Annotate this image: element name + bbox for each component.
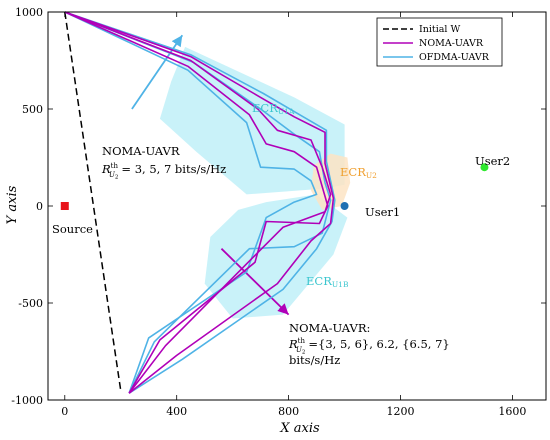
x-tick-label: 800 — [278, 405, 299, 418]
annotation-noma-thresholds-1: NOMA-UAVR Rth U2= 3, 5, 7 bits/s/Hz — [101, 144, 226, 181]
user2-label: User2 — [475, 154, 510, 168]
point-labels: Source User1 User2 — [52, 154, 510, 236]
note2-sub: U — [296, 346, 303, 354]
x-tick-label: 0 — [61, 405, 68, 418]
ecr-u1a-text: ECR — [252, 101, 278, 115]
ecr-u1b-label: ECRU1B — [306, 274, 349, 289]
noma-trajectory-3 — [64, 11, 329, 394]
svg-text:ECRU1B: ECRU1B — [306, 274, 349, 289]
noma-trajectory-2 — [64, 11, 332, 394]
x-tick-label: 400 — [166, 405, 187, 418]
legend: Initial W NOMA-UAVR OFDMA-UAVR — [376, 17, 503, 67]
x-tick-label: 1600 — [498, 405, 526, 418]
y-tick-label: 500 — [22, 103, 43, 116]
x-axis-title: X axis — [279, 421, 320, 436]
ofdma-trajectory-1 — [64, 11, 336, 394]
svg-text:ECRU2: ECRU2 — [340, 165, 377, 180]
user1-label: User1 — [365, 205, 400, 219]
y-tick-label: 1000 — [15, 6, 43, 19]
noma-trajectory-1 — [64, 11, 335, 394]
note1-sub: U — [109, 171, 116, 179]
ecr-u1a-label: ECRU1A — [252, 101, 295, 116]
user2-marker — [480, 163, 489, 172]
legend-label-ofdma: OFDMA-UAVR — [419, 52, 490, 63]
y-tick-label: -1000 — [11, 394, 43, 407]
trajectory-series — [64, 11, 336, 394]
ecr-u2-label: ECRU2 — [340, 165, 377, 180]
legend-label-initial: Initial W — [419, 24, 460, 35]
y-axis-title: Y axis — [5, 185, 20, 224]
note1-r: R — [101, 162, 111, 176]
ecr-u1a-sub: U1A — [278, 107, 295, 116]
user1-marker — [340, 202, 349, 210]
ecr-u1b-text: ECR — [306, 274, 332, 288]
y-tick-label: 0 — [36, 200, 43, 213]
note1-subsub: 2 — [115, 175, 119, 181]
ofdma-trajectory-2 — [64, 11, 332, 394]
note2-sup: th — [298, 337, 306, 345]
direction-arrows — [131, 34, 290, 316]
x-tick-label: 1200 — [387, 405, 415, 418]
region-ecr-u1b — [204, 194, 348, 319]
direction-arrow-2 — [220, 248, 290, 316]
svg-text:ECRU1A: ECRU1A — [252, 101, 295, 116]
axis-ticks: 0 400 800 1200 1600 -1000 -500 0 500 1000 — [11, 6, 546, 418]
ecr-u2-text: ECR — [340, 165, 366, 179]
ecr-u2-sub: U2 — [366, 171, 377, 180]
note2-r: R — [288, 337, 298, 351]
y-tick-label: -500 — [18, 297, 43, 310]
note2-rest: ={3, 5, 6}, 6.2, {6.5, 7} — [308, 337, 449, 351]
direction-arrow-1 — [131, 34, 184, 110]
node-markers — [60, 163, 489, 210]
legend-label-noma: NOMA-UAVR — [419, 38, 484, 49]
initial-trajectory — [64, 11, 122, 391]
note1-line1: NOMA-UAVR — [102, 144, 180, 158]
legend-box — [376, 17, 503, 67]
annotation-noma-thresholds-2: NOMA-UAVR: Rth U2={3, 5, 6}, 6.2, {6.5, 7… — [288, 321, 450, 367]
ecr-u1b-sub: U1B — [332, 280, 349, 289]
note2-line3: bits/s/Hz — [289, 353, 340, 367]
note2-line1: NOMA-UAVR: — [289, 321, 370, 335]
note1-rest: = 3, 5, 7 bits/s/Hz — [121, 162, 226, 176]
source-marker — [60, 202, 69, 210]
note2-subsub: 2 — [302, 350, 306, 356]
source-label: Source — [52, 222, 93, 236]
note1-sup: th — [111, 162, 119, 170]
